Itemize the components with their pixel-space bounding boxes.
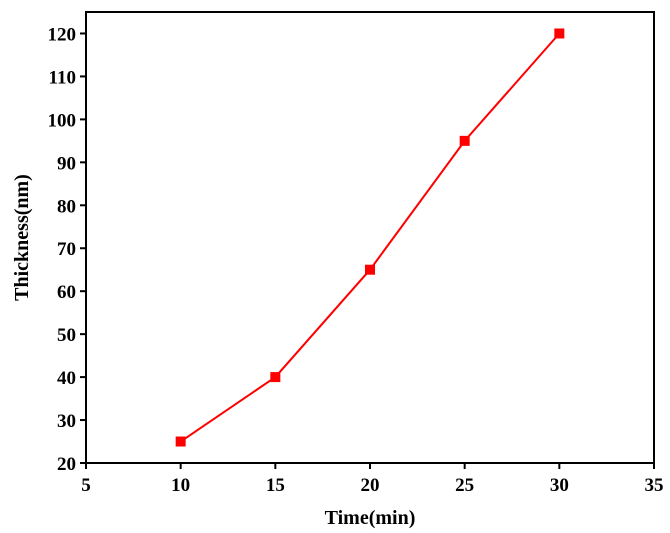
x-tick-label: 30 bbox=[550, 475, 569, 496]
y-tick-label: 50 bbox=[57, 325, 76, 346]
y-axis-title: Thickness(nm) bbox=[11, 174, 33, 301]
series-line bbox=[180, 32, 561, 443]
x-axis-ticks: 5 10 15 20 25 30 35 bbox=[81, 463, 664, 496]
x-tick-label: 20 bbox=[361, 475, 380, 496]
y-tick-label: 90 bbox=[57, 153, 76, 174]
series-layer bbox=[175, 28, 565, 447]
x-tick-label: 10 bbox=[171, 475, 190, 496]
data-point bbox=[459, 135, 470, 146]
data-point bbox=[365, 264, 375, 275]
y-tick-label: 100 bbox=[48, 110, 77, 131]
y-tick-label: 30 bbox=[57, 411, 76, 432]
x-tick-label: 35 bbox=[645, 475, 664, 496]
y-tick-label: 80 bbox=[57, 196, 76, 217]
y-tick-label: 110 bbox=[49, 67, 76, 88]
x-tick-label: 5 bbox=[81, 475, 91, 496]
y-axis-ticks: 20 30 40 50 60 70 80 90 100 110 120 bbox=[48, 24, 86, 475]
x-axis-title: Time(min) bbox=[325, 507, 416, 529]
data-point bbox=[554, 28, 565, 39]
y-tick-label: 60 bbox=[57, 282, 76, 303]
plot-frame bbox=[85, 11, 655, 464]
data-point bbox=[270, 372, 281, 383]
y-tick-label: 120 bbox=[48, 24, 77, 45]
data-point bbox=[175, 436, 186, 447]
y-tick-label: 40 bbox=[57, 368, 76, 389]
y-tick-label: 20 bbox=[57, 454, 76, 475]
x-tick-label: 25 bbox=[455, 475, 474, 496]
x-tick-label: 15 bbox=[266, 475, 285, 496]
y-tick-label: 70 bbox=[57, 239, 76, 260]
